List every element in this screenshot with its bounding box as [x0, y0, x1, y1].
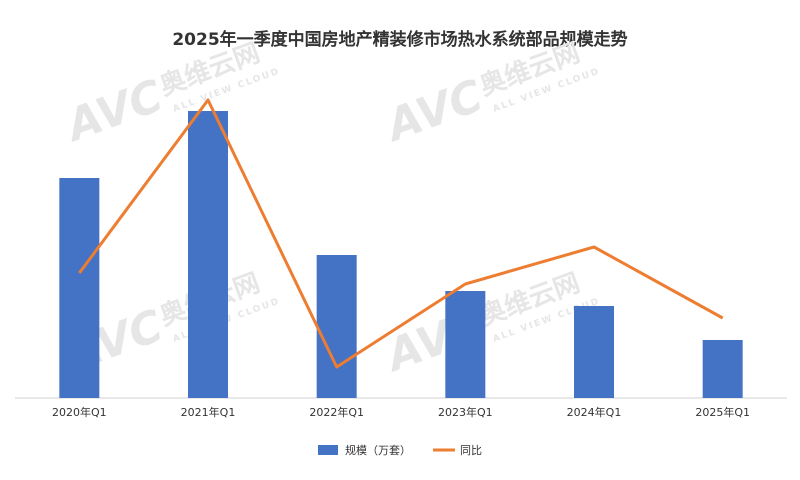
- line: [78, 98, 724, 369]
- x-tick-label: 2021年Q1: [181, 405, 236, 419]
- bar: [445, 291, 486, 398]
- legend-label: 规模（万套）: [345, 443, 411, 457]
- x-tick-label: 2022年Q1: [309, 405, 364, 419]
- bar: [316, 255, 357, 398]
- watermark-logo: AVC: [378, 70, 490, 152]
- bar: [702, 340, 743, 398]
- x-tick-label: 2025年Q1: [695, 405, 750, 419]
- x-tick-label: 2024年Q1: [567, 405, 622, 419]
- bar: [574, 306, 614, 398]
- bar: [188, 111, 228, 398]
- bar: [59, 178, 100, 398]
- watermark-logo: AVC: [58, 70, 170, 152]
- x-tick-label: 2020年Q1: [52, 405, 107, 419]
- legend-label: 同比: [460, 444, 482, 457]
- chart-title: 2025年一季度中国房地产精装修市场热水系统部品规模走势: [172, 29, 627, 50]
- x-tick-label: 2023年Q1: [438, 405, 493, 419]
- legend-swatch: [318, 445, 338, 455]
